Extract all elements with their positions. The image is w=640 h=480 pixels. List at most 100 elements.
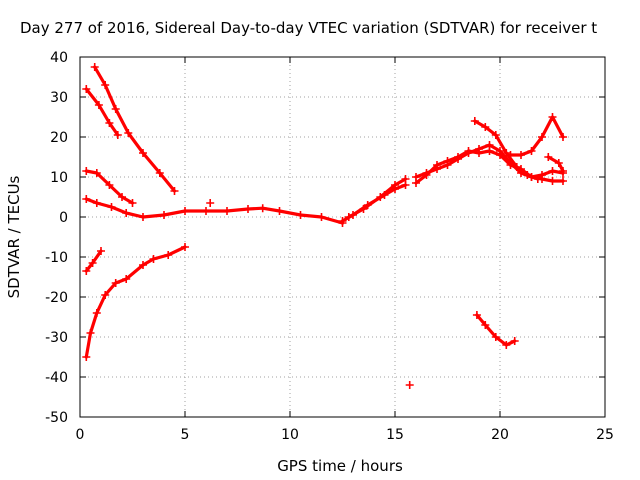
data-point bbox=[92, 199, 101, 207]
series-arc-14 bbox=[472, 311, 519, 349]
data-point bbox=[105, 119, 114, 127]
data-point bbox=[124, 129, 133, 137]
data-point bbox=[101, 81, 110, 89]
y-tick-label: -20 bbox=[45, 290, 68, 306]
data-point bbox=[454, 153, 462, 161]
data-point bbox=[82, 85, 91, 93]
series-arc-12 bbox=[506, 113, 567, 159]
data-point bbox=[86, 329, 95, 337]
y-axis-label: SDTVAR / TECUs bbox=[5, 175, 23, 298]
data-point bbox=[101, 291, 110, 299]
series-arc-13 bbox=[544, 153, 567, 175]
data-point bbox=[559, 177, 567, 185]
data-point bbox=[405, 381, 414, 389]
data-point bbox=[512, 163, 521, 171]
data-point bbox=[491, 131, 500, 139]
chart-title: Day 277 of 2016, Sidereal Day-to-day VTE… bbox=[20, 19, 597, 37]
data-point bbox=[206, 199, 215, 207]
data-point bbox=[296, 211, 305, 219]
data-point bbox=[122, 209, 131, 217]
data-point bbox=[118, 193, 126, 201]
data-point bbox=[491, 333, 500, 341]
data-point bbox=[244, 205, 252, 213]
data-point bbox=[97, 247, 105, 255]
data-point bbox=[164, 251, 173, 259]
plot-frame bbox=[79, 56, 606, 418]
data-point bbox=[202, 207, 210, 215]
series-arc-2 bbox=[82, 85, 122, 139]
data-point bbox=[359, 205, 368, 213]
data-point bbox=[82, 267, 91, 275]
data-point bbox=[422, 171, 431, 179]
data-point bbox=[391, 181, 399, 189]
data-point bbox=[128, 199, 137, 207]
data-point bbox=[113, 131, 122, 139]
data-point bbox=[181, 243, 189, 251]
data-point bbox=[502, 149, 511, 157]
data-point bbox=[223, 207, 231, 215]
series-arc-1 bbox=[90, 63, 179, 195]
series-line bbox=[84, 249, 103, 273]
data-point bbox=[517, 151, 525, 159]
data-point bbox=[475, 149, 483, 157]
data-point bbox=[317, 213, 326, 221]
series-arc-3 bbox=[82, 167, 137, 207]
data-point bbox=[90, 63, 99, 71]
series-arc-6 bbox=[82, 243, 189, 361]
x-tick-label: 10 bbox=[281, 427, 299, 443]
data-point bbox=[92, 309, 101, 317]
series-arc-8 bbox=[344, 175, 410, 221]
data-point bbox=[107, 203, 116, 211]
data-point bbox=[105, 181, 114, 189]
data-point bbox=[122, 275, 131, 283]
data-point bbox=[502, 341, 511, 349]
data-point bbox=[544, 153, 553, 161]
y-tick-label: 0 bbox=[59, 210, 68, 226]
grid-lines bbox=[80, 57, 605, 417]
series-arc-5 bbox=[82, 247, 105, 275]
data-point bbox=[464, 147, 473, 155]
y-tick-label: 40 bbox=[50, 50, 68, 66]
data-point bbox=[82, 167, 91, 175]
data-point bbox=[111, 105, 120, 113]
data-point bbox=[506, 151, 515, 159]
series-line bbox=[84, 245, 187, 359]
series-point-1 bbox=[405, 381, 414, 389]
data-point bbox=[506, 161, 515, 169]
data-point bbox=[82, 353, 91, 361]
series-line bbox=[84, 87, 120, 137]
data-point bbox=[376, 193, 385, 201]
series-arc-4 bbox=[82, 195, 347, 227]
data-point bbox=[538, 133, 546, 141]
data-point bbox=[527, 147, 536, 155]
data-point bbox=[496, 151, 504, 159]
axis-ticks: 0 5 10 15 20 25 -50 -40 -30 -20 -10 0 10 20 30 40 bbox=[45, 50, 614, 443]
series-arc-10 bbox=[412, 147, 567, 187]
data-point bbox=[88, 259, 97, 267]
data-point bbox=[470, 117, 479, 125]
data-point bbox=[472, 311, 481, 319]
data-point bbox=[412, 179, 420, 187]
x-tick-label: 25 bbox=[596, 427, 614, 443]
data-point bbox=[139, 149, 147, 157]
data-point bbox=[510, 337, 519, 345]
series-arc-11 bbox=[470, 117, 542, 183]
data-point bbox=[181, 207, 189, 215]
data-point bbox=[548, 167, 557, 175]
data-point bbox=[481, 321, 490, 329]
data-point bbox=[139, 213, 147, 221]
x-tick-label: 20 bbox=[491, 427, 509, 443]
y-tick-label: -10 bbox=[45, 250, 68, 266]
data-point bbox=[275, 207, 284, 215]
data-point bbox=[443, 157, 452, 165]
data-point bbox=[481, 123, 490, 131]
data-point bbox=[155, 169, 164, 177]
data-point bbox=[523, 171, 532, 179]
data-point bbox=[338, 217, 347, 225]
y-tick-label: -30 bbox=[45, 330, 68, 346]
data-series bbox=[82, 63, 567, 389]
x-tick-label: 0 bbox=[76, 427, 85, 443]
data-point bbox=[433, 161, 441, 169]
data-point bbox=[559, 167, 567, 175]
